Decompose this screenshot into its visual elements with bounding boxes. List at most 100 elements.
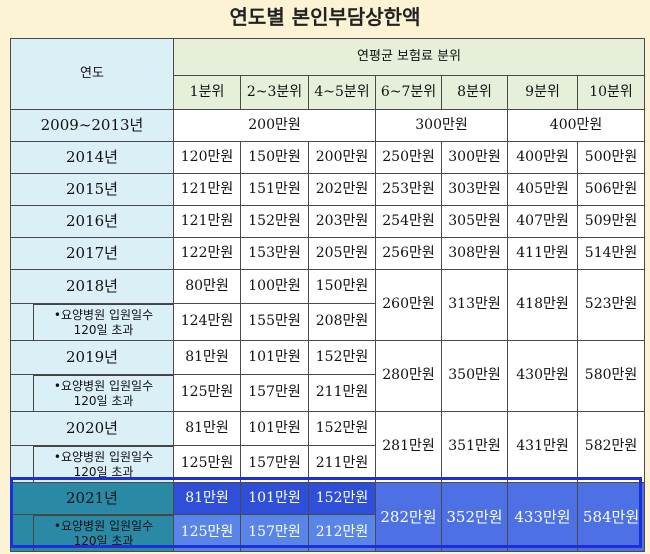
table-cell: 509만원: [576, 205, 646, 238]
table-cell: 584만원: [576, 482, 646, 552]
table-cell: 80만원: [173, 269, 241, 304]
table-cell: 500만원: [576, 141, 646, 174]
table-cell: 152만원: [308, 411, 376, 446]
header-decile: 9분위: [507, 75, 578, 110]
table-cell: 121만원: [173, 173, 241, 206]
table-row: 2017년 122만원 153만원 205만원 256만원 308만원 411만…: [10, 237, 646, 270]
row-year: 2015년: [10, 173, 174, 206]
table-cell: 282만원: [375, 482, 442, 552]
table-cell: 150만원: [308, 269, 376, 304]
nursing-hospital-note: •요양병원 입원일수 120일 초과: [10, 303, 174, 341]
table-cell: 101만원: [240, 340, 309, 375]
header-decile: 2~3분위: [240, 75, 309, 110]
table-cell: 205만원: [308, 237, 376, 270]
row-year: 2019년: [10, 340, 174, 375]
table-cell: 157만원: [240, 445, 309, 483]
table-row: •요양병원 입원일수 120일 초과 125만원 157만원 211만원: [10, 445, 645, 483]
table-cell: 203만원: [308, 205, 376, 238]
nursing-hospital-note: •요양병원 입원일수 120일 초과: [10, 445, 174, 483]
table-cell: 121만원: [173, 205, 241, 238]
table-cell: 514만원: [576, 237, 646, 270]
cost-cap-table: 연도 연평균 보험료 분위 1분위 2~3분위 4~5분위 6~7분위 8분위 …: [10, 38, 646, 552]
row-year: 2016년: [10, 205, 174, 238]
table-row: 2016년 121만원 152만원 203만원 254만원 305만원 407만…: [10, 205, 646, 238]
table-cell: 212만원: [308, 514, 376, 552]
note-line: •요양병원 입원일수: [53, 518, 154, 533]
table-cell: 253만원: [375, 173, 442, 206]
table-cell: 582만원: [576, 411, 646, 483]
row-year: 2020년: [10, 411, 174, 446]
table-cell: 202만원: [308, 173, 376, 206]
table-cell: 405만원: [507, 173, 578, 206]
header-year: 연도: [10, 38, 174, 110]
table-cell: 300만원: [375, 109, 508, 142]
note-line: 120일 초과: [73, 393, 134, 408]
table-cell: 351만원: [441, 411, 508, 483]
table-cell: 81만원: [173, 340, 241, 375]
header-decile: 8분위: [441, 75, 508, 110]
row-year: 2014년: [10, 141, 174, 174]
table-cell: 120만원: [173, 141, 241, 174]
note-line: 120일 초과: [73, 322, 134, 337]
table-row: 2018년 80만원 100만원 150만원 260만원 313만원 418만원…: [10, 269, 646, 341]
header-decile-group: 연평균 보험료 분위: [172, 38, 646, 76]
table-cell: 157만원: [240, 374, 309, 412]
table-cell: 352만원: [441, 482, 508, 552]
table-cell: 155만원: [240, 303, 309, 341]
table-cell: 125만원: [173, 374, 241, 412]
table-cell: 580만원: [576, 340, 646, 412]
table-cell: 200만원: [308, 141, 376, 174]
table-cell: 305만원: [441, 205, 508, 238]
table-cell: 211만원: [308, 445, 376, 483]
table-cell: 151만원: [240, 173, 309, 206]
table-cell: 303만원: [441, 173, 508, 206]
table-cell: 300만원: [441, 141, 508, 174]
header-decile: 1분위: [173, 75, 241, 110]
table-row: 2009~2013년 200만원 300만원 400만원: [10, 109, 646, 142]
table-cell: 101만원: [240, 411, 309, 446]
table-cell: 280만원: [375, 340, 442, 412]
table-cell: 81만원: [173, 482, 241, 515]
row-year: 2018년: [10, 269, 174, 304]
table-row: 2020년 81만원 101만원 152만원 281만원 351만원 431만원…: [10, 411, 646, 483]
table-row-highlighted: 2021년 81만원 101만원 152만원 282만원 352만원 433만원…: [10, 482, 646, 552]
table-cell: 250만원: [375, 141, 442, 174]
table-row: 2014년 120만원 150만원 200만원 250만원 300만원 400만…: [10, 141, 646, 174]
row-year: 2009~2013년: [10, 109, 174, 142]
table-cell: 523만원: [576, 269, 646, 341]
table-cell: 400만원: [507, 141, 578, 174]
table-cell: 313만원: [441, 269, 508, 341]
row-year: 2017년: [10, 237, 174, 270]
note-line: •요양병원 입원일수: [53, 307, 154, 322]
table-cell: 125만원: [173, 514, 241, 552]
nursing-hospital-note: •요양병원 입원일수 120일 초과: [10, 514, 174, 552]
table-cell: 152만원: [240, 205, 309, 238]
table-cell: 506만원: [576, 173, 646, 206]
table-cell: 124만원: [173, 303, 241, 341]
table-cell: 200만원: [173, 109, 376, 142]
table-cell: 211만원: [308, 374, 376, 412]
table-cell: 308만원: [441, 237, 508, 270]
row-year: 2021년: [10, 482, 174, 515]
table-cell: 208만원: [308, 303, 376, 341]
note-line: 120일 초과: [73, 533, 134, 548]
note-line: •요양병원 입원일수: [53, 449, 154, 464]
table-cell: 430만원: [507, 340, 578, 412]
table-cell: 122만원: [173, 237, 241, 270]
table-cell: 153만원: [240, 237, 309, 270]
note-line: •요양병원 입원일수: [53, 378, 154, 393]
note-line: 120일 초과: [73, 464, 134, 479]
header-decile: 6~7분위: [375, 75, 442, 110]
table-row: •요양병원 입원일수 120일 초과 124만원 155만원 208만원: [10, 303, 645, 341]
header-decile: 4~5분위: [308, 75, 376, 110]
table-cell: 152만원: [308, 482, 376, 515]
page-title: 연도별 본인부담상한액: [229, 5, 421, 29]
table-cell: 152만원: [308, 340, 376, 375]
table-row: 2015년 121만원 151만원 202만원 253만원 303만원 405만…: [10, 173, 646, 206]
table-row: 2019년 81만원 101만원 152만원 280만원 350만원 430만원…: [10, 340, 646, 412]
table-cell: 101만원: [240, 482, 309, 515]
table-cell: 125만원: [173, 445, 241, 483]
nursing-hospital-note: •요양병원 입원일수 120일 초과: [10, 374, 174, 412]
table-cell: 157만원: [240, 514, 309, 552]
header-decile: 10분위: [576, 75, 646, 110]
